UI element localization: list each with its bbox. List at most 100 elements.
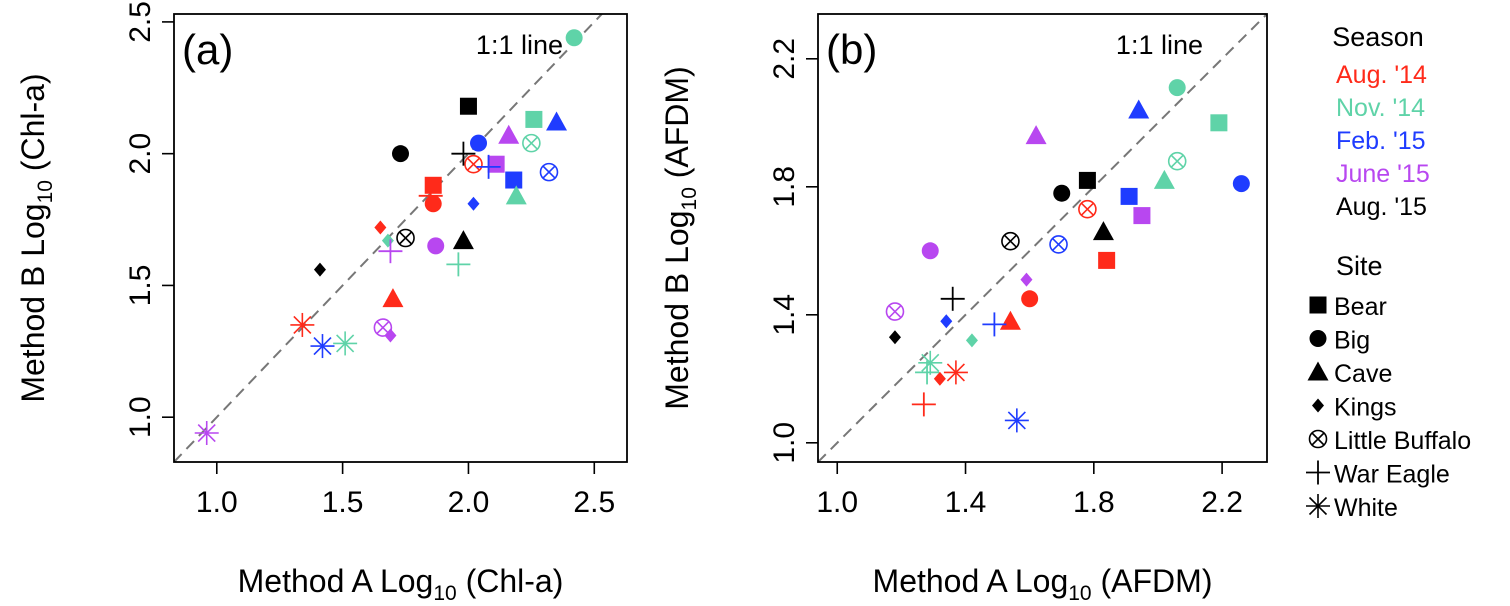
point-a-bear-aug15 — [459, 97, 477, 115]
point-b-big-aug14 — [1021, 290, 1039, 308]
point-a-bear-nov14 — [525, 110, 543, 128]
point-b-war_eagle-aug15 — [940, 286, 965, 311]
legend-site-marker-bear — [1309, 296, 1327, 314]
legend-site-marker-big — [1309, 330, 1327, 347]
x-tick-label-b: 1.0 — [816, 486, 858, 519]
y-tick-label-b: 1.0 — [768, 422, 801, 464]
point-a-white-feb15 — [310, 334, 335, 359]
legend-site-war_eagle: War Eagle — [1334, 461, 1450, 489]
point-a-kings-feb15 — [467, 196, 480, 211]
point-b-kings-feb15 — [940, 314, 953, 329]
x-axis-title-a: Method A Log10 (Chl-a) — [238, 563, 564, 605]
point-a-cave-feb15 — [546, 111, 568, 131]
point-b-white-feb15 — [1004, 408, 1029, 433]
plot-frame-b — [817, 13, 1268, 463]
point-a-little_buffalo-nov14 — [522, 133, 541, 153]
point-b-little_buffalo-aug15 — [1001, 231, 1020, 251]
x-tick-label-b: 2.2 — [1201, 486, 1243, 519]
point-a-cave-nov14 — [505, 185, 527, 205]
point-b-kings-aug15 — [888, 330, 901, 345]
point-b-kings-nov14 — [965, 333, 978, 348]
point-a-little_buffalo-aug14 — [464, 154, 483, 174]
legend-site-marker-kings — [1312, 398, 1324, 413]
legend-season-title: Season — [1332, 22, 1424, 52]
one-to-one-line-a — [174, 14, 604, 462]
point-a-bear-feb15 — [505, 171, 523, 189]
point-a-war_eagle-nov14 — [446, 252, 471, 277]
points-b — [885, 79, 1250, 433]
point-a-war_eagle-aug14 — [418, 183, 443, 208]
legend-season-nov14: Nov. '14 — [1336, 94, 1425, 122]
point-a-kings-nov14 — [381, 233, 394, 248]
point-b-kings-aug14 — [933, 371, 946, 386]
point-b-bear-aug15 — [1078, 171, 1096, 189]
x-axis-title-b: Method A Log10 (AFDM) — [873, 563, 1213, 605]
legend-site-title: Site — [1336, 251, 1383, 281]
point-b-cave-nov14 — [1153, 169, 1175, 189]
legend-site-marker-little_buffalo — [1308, 429, 1328, 449]
x-tick-label-a: 2.0 — [448, 486, 490, 519]
point-a-cave-aug15 — [452, 230, 474, 250]
x-tick-label-a: 1.0 — [196, 486, 238, 519]
y-tick-label-a: 1.5 — [124, 265, 157, 307]
point-b-kings-jun15 — [1020, 272, 1033, 287]
point-a-cave-jun15 — [498, 124, 520, 144]
x-tick-label-b: 1.4 — [945, 486, 987, 519]
point-a-kings-aug14 — [374, 220, 387, 235]
x-tick-label-b: 1.8 — [1073, 486, 1115, 519]
point-b-big-nov14 — [1168, 79, 1186, 97]
panel-label-a: (a) — [182, 26, 233, 73]
point-a-cave-aug14 — [382, 288, 404, 308]
point-a-white-nov14 — [333, 331, 358, 356]
point-b-white-nov14 — [918, 350, 943, 375]
point-a-big-aug14 — [424, 195, 442, 213]
y-tick-label-a: 2.0 — [124, 133, 157, 175]
point-b-bear-feb15 — [1120, 187, 1138, 205]
point-a-war_eagle-aug15 — [451, 141, 476, 166]
point-a-war_eagle-jun15 — [378, 239, 403, 264]
point-b-bear-nov14 — [1210, 114, 1228, 132]
point-a-big-nov14 — [565, 29, 583, 47]
point-a-war_eagle-feb15 — [476, 154, 501, 179]
point-b-little_buffalo-jun15 — [885, 302, 905, 321]
one-to-one-label-b: 1:1 line — [1116, 30, 1203, 60]
y-ticks-a: 1.0 1.5 2.0 2.5 — [124, 1, 174, 438]
point-a-little_buffalo-jun15 — [373, 318, 393, 337]
point-b-big-aug15 — [1053, 184, 1071, 202]
one-to-one-line-b — [818, 14, 1267, 462]
legend-season-feb15: Feb. '15 — [1336, 127, 1426, 155]
point-a-big-feb15 — [470, 134, 488, 152]
y-tick-label-a: 2.5 — [124, 1, 157, 43]
legend-site-bear: Bear — [1334, 293, 1387, 321]
legend-site-kings: Kings — [1334, 394, 1397, 422]
legend-site-big: Big — [1334, 327, 1370, 355]
point-b-big-feb15 — [1232, 175, 1250, 193]
point-a-white-jun15 — [194, 421, 219, 446]
point-b-war_eagle-nov14 — [915, 360, 940, 385]
point-b-cave-feb15 — [1128, 99, 1150, 119]
legend-site-marker-white — [1306, 494, 1330, 518]
x-ticks-b: 1.0 1.4 1.8 2.2 — [816, 462, 1243, 519]
panel-b: 1.0 1.4 1.8 2.2 1.0 1.4 1.8 2.2 Method A Log10 (… — [659, 13, 1268, 605]
legend-site-marker-war_eagle — [1306, 460, 1330, 485]
y-tick-label-a: 1.0 — [124, 396, 157, 438]
point-a-little_buffalo-feb15 — [539, 162, 559, 182]
point-b-war_eagle-aug14 — [911, 392, 936, 417]
legend: Season Aug. '14 Nov. '14 Feb. '15 June '15 Au… — [1306, 22, 1471, 522]
point-a-little_buffalo-aug15 — [396, 228, 415, 248]
y-tick-label-b: 1.4 — [768, 294, 801, 336]
legend-season-aug15: Aug. '15 — [1336, 193, 1427, 221]
legend-site-white: White — [1334, 494, 1398, 522]
one-to-one-label-a: 1:1 line — [476, 30, 563, 60]
legend-season-aug14: Aug. '14 — [1336, 61, 1427, 89]
panel-a: 1.0 1.5 2.0 2.5 1.0 1.5 2.0 2.5 Method A Log10 (… — [15, 1, 628, 605]
point-a-bear-aug14 — [424, 176, 442, 194]
point-b-bear-jun15 — [1133, 207, 1151, 225]
y-tick-label-b: 1.8 — [768, 166, 801, 208]
point-b-war_eagle-feb15 — [982, 312, 1007, 337]
y-tick-label-b: 2.2 — [768, 38, 801, 80]
point-b-cave-jun15 — [1025, 125, 1047, 145]
point-a-bear-jun15 — [487, 155, 505, 173]
point-b-cave-aug14 — [999, 310, 1021, 330]
